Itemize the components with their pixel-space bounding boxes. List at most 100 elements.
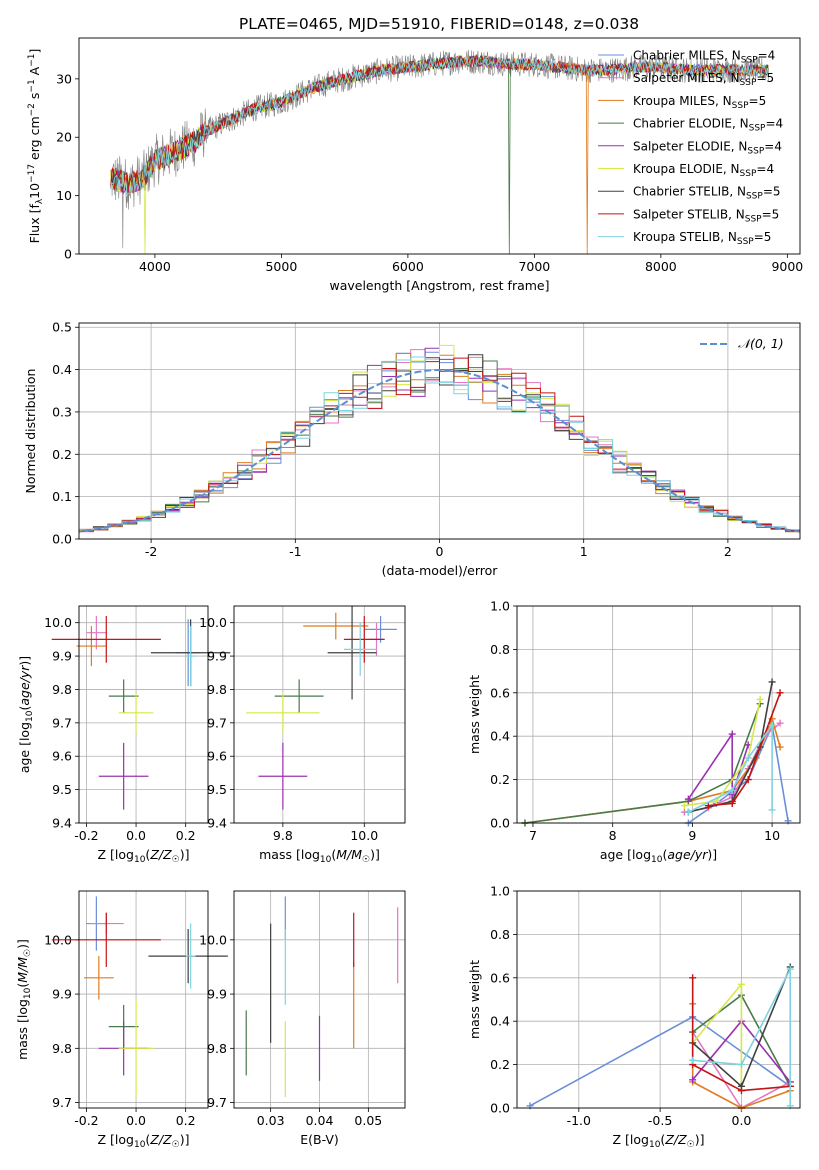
metal-weights-y-axis-label: mass weight (467, 960, 482, 1039)
legend-entry: 𝒩(0, 1) (738, 336, 784, 351)
residuals-x-axis-label: (data-model)/error (382, 563, 499, 578)
weight-marker (786, 965, 794, 973)
y-tick-label: 9.7 (52, 1095, 72, 1110)
mass-ebv-points (245, 896, 399, 1098)
y-tick-label: 9.4 (52, 816, 72, 831)
y-tick-label: 9.4 (207, 816, 227, 831)
model-spectrum-chabrier-elodie (110, 55, 769, 254)
y-tick-label: 30 (56, 71, 72, 86)
weight-marker (776, 743, 784, 751)
y-tick-label: 1.0 (490, 599, 510, 614)
weight-marker (737, 1061, 745, 1069)
normal-reference-curve (79, 368, 800, 533)
x-tick-label: 0.0 (126, 828, 146, 843)
metal-weights-lines (526, 963, 794, 1112)
weight-marker (684, 808, 692, 816)
x-tick-label: 0.2 (176, 828, 196, 843)
x-tick-label: 0 (436, 544, 444, 559)
mass-metal-points (51, 896, 228, 1098)
age-metal-axes: -0.2 0.0 0.2 9.4 9.5 9.6 9.7 9.8 9.9 10.0 (44, 606, 208, 843)
weight-line-salpeter-stelib (691, 977, 791, 1092)
mass-ebv-x-axis-label: E(B-V) (300, 1132, 339, 1147)
y-tick-label: 0.2 (490, 772, 510, 787)
mass-ebv-axes: 0.03 0.04 0.05 9.7 9.8 9.9 10.0 (199, 891, 405, 1128)
y-tick-label: 0.5 (52, 320, 72, 335)
age-weights-lines (521, 678, 792, 827)
y-tick-label: 9.8 (52, 682, 72, 697)
weight-marker (728, 799, 736, 807)
y-tick-label: 20 (56, 130, 72, 145)
age-metal-x-axis-label: Z [log10(Z/Z☉)] (97, 847, 189, 865)
weight-marker (689, 1056, 697, 1064)
y-tick-label: 0.8 (490, 642, 510, 657)
x-tick-label: 10.0 (350, 828, 378, 843)
weight-line-kroupa-elodie (684, 699, 761, 807)
spectrum-lines (110, 49, 769, 254)
y-tick-label: 9.9 (52, 649, 72, 664)
weight-marker (680, 802, 688, 810)
spectrum-frame (78, 37, 801, 255)
y-tick-label: 9.7 (52, 715, 72, 730)
y-tick-label: 0.2 (490, 1057, 510, 1072)
weight-line-kroupa-stelib (692, 968, 792, 1106)
y-tick-label: 0.8 (490, 927, 510, 942)
weight-marker (728, 786, 736, 794)
y-tick-label: 0.3 (52, 404, 72, 419)
weight-marker (744, 776, 752, 784)
weight-marker (737, 980, 745, 988)
spectrum-y-axis-label: Flux [fλ10−17 erg cm−2 s−1 A−1] (27, 49, 45, 244)
model-spectrum-kroupa-miles (110, 54, 769, 254)
x-tick-label: 2 (724, 544, 732, 559)
residuals-y-axis-label: Normed distribution (23, 369, 38, 494)
x-tick-label: 0.0 (732, 1113, 752, 1128)
weight-line-chabrier-elodie (524, 703, 761, 824)
age-metal-points (51, 616, 231, 810)
y-tick-label: 0.4 (490, 729, 510, 744)
residuals-axes: -2 -1 0 1 2 0.0 0.1 0.2 0.3 0.4 0.5 (52, 320, 800, 559)
legend-entry: Chabrier MILES, NSSP=4 (633, 49, 775, 66)
x-tick-label: 6000 (392, 259, 424, 274)
y-tick-label: 0 (64, 247, 72, 262)
legend-entry: Chabrier STELIB, NSSP=5 (633, 185, 781, 202)
weight-marker (728, 730, 736, 738)
y-tick-label: 9.5 (207, 782, 227, 797)
mass-metal-x-axis-label: Z [log10(Z/Z☉)] (97, 1132, 189, 1150)
x-tick-label: 5000 (265, 259, 297, 274)
weight-marker (768, 721, 776, 729)
x-tick-label: 7 (529, 828, 537, 843)
x-tick-label: -0.2 (74, 1113, 98, 1128)
legend-entry: Kroupa ELODIE, NSSP=4 (633, 162, 774, 179)
age-weights-y-axis-label: mass weight (467, 675, 482, 754)
y-tick-label: 0.0 (490, 816, 510, 831)
y-tick-label: 10 (56, 188, 72, 203)
x-tick-label: 8 (609, 828, 617, 843)
figure-title: PLATE=0465, MJD=51910, FIBERID=0148, z=0… (239, 15, 639, 33)
y-tick-label: 0.6 (490, 970, 510, 985)
age-weights-x-axis-label: age [log10(age/yr)] (600, 847, 717, 865)
x-tick-label: 0.04 (306, 1113, 334, 1128)
x-tick-label: 8000 (645, 259, 677, 274)
weight-line-kroupa-stelib (688, 722, 773, 813)
x-tick-label: 0.0 (126, 1113, 146, 1128)
weight-marker (684, 795, 692, 803)
y-tick-label: 0.0 (52, 532, 72, 547)
model-spectrum-kroupa-stelib (110, 56, 769, 196)
y-tick-label: 10.0 (199, 615, 227, 630)
mass-metal-y-axis-label: mass [log10(M/M☉)] (15, 939, 33, 1060)
x-tick-label: 7000 (518, 259, 550, 274)
x-tick-label: 9 (688, 828, 696, 843)
x-tick-label: 0.05 (354, 1113, 382, 1128)
weight-marker (737, 1087, 745, 1095)
age-mass-axes: 9.8 10.0 9.4 9.5 9.6 9.7 9.8 9.9 10.0 (199, 606, 405, 843)
y-tick-label: 9.6 (207, 749, 227, 764)
mass-metal-axes: -0.2 0.0 0.29.79.89.910.0 (44, 891, 208, 1128)
x-tick-label: 4000 (139, 259, 171, 274)
spectrum-legend: Chabrier MILES, NSSP=4 Salpeter MILES, NS… (598, 49, 783, 247)
x-tick-label: -0.2 (74, 828, 98, 843)
x-tick-label: -1.0 (567, 1113, 591, 1128)
y-tick-label: 9.7 (207, 715, 227, 730)
weight-marker (756, 695, 764, 703)
weight-marker (768, 678, 776, 686)
mass-metal-frame (78, 890, 209, 1109)
